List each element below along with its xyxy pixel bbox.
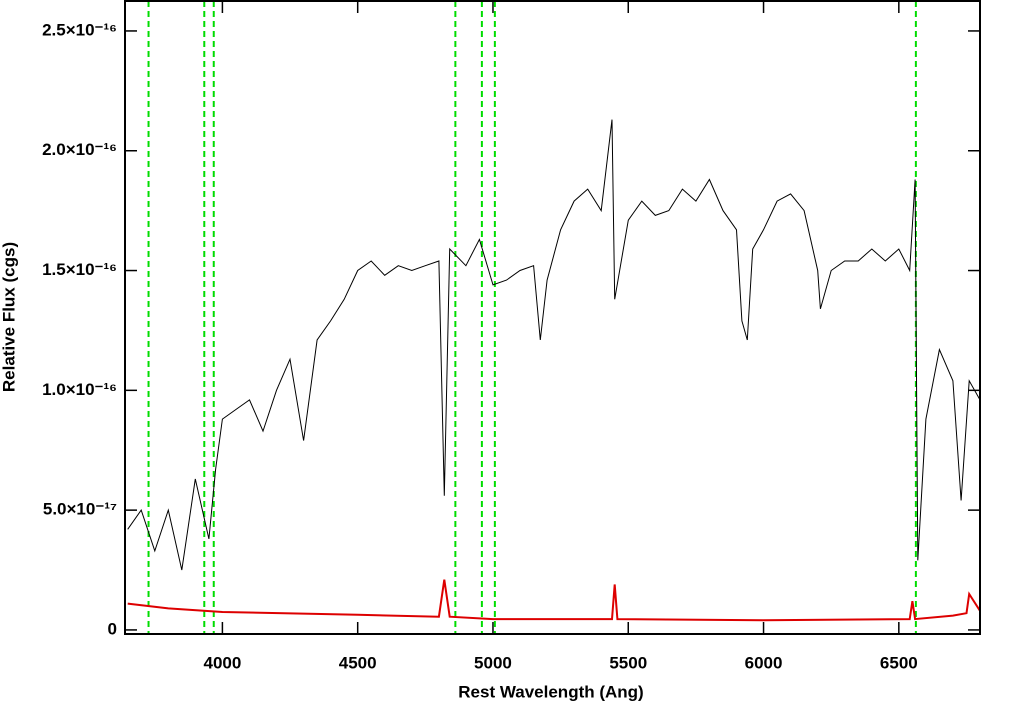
x-tick-label: 4000 (203, 653, 241, 672)
y-tick-label: 0 (108, 619, 117, 638)
y-tick-label: 2.5×10⁻¹⁶ (42, 20, 117, 39)
series-line (127, 579, 981, 622)
x-tick-label: 5500 (609, 653, 647, 672)
x-tick-label: 6500 (880, 653, 918, 672)
x-axis-label: Rest Wavelength (Ang) (458, 682, 643, 701)
series-line (127, 119, 981, 571)
plot-frame (124, 0, 981, 635)
y-tick-label: 5.0×10⁻¹⁷ (43, 500, 117, 519)
y-axis-label: Relative Flux (cgs) (0, 242, 18, 392)
y-tick-label: 1.0×10⁻¹⁶ (42, 380, 117, 399)
y-tick-label: 2.0×10⁻¹⁶ (42, 140, 117, 159)
y-tick-label: 1.5×10⁻¹⁶ (42, 260, 117, 279)
x-tick-label: 6000 (745, 653, 783, 672)
x-tick-label: 5000 (474, 653, 512, 672)
x-tick-label: 4500 (339, 653, 377, 672)
